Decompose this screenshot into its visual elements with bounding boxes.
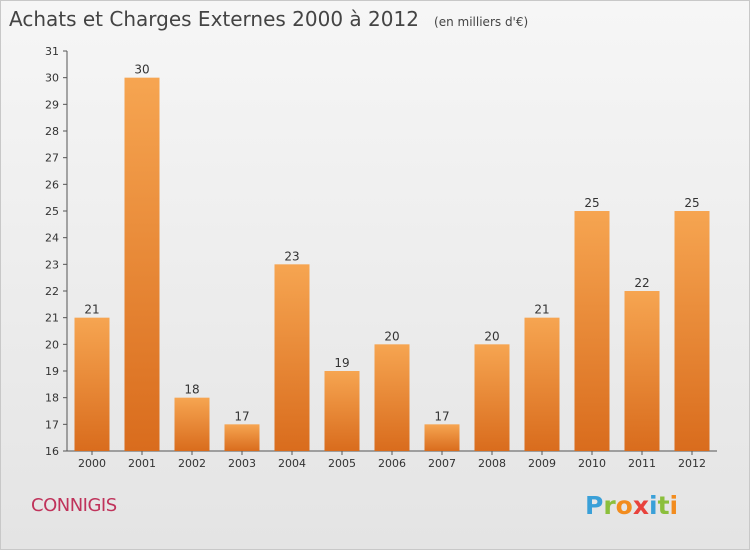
x-tick-label: 2000 bbox=[78, 457, 106, 470]
bar bbox=[674, 211, 710, 451]
x-tick-label: 2010 bbox=[578, 457, 606, 470]
y-tick-label: 26 bbox=[45, 178, 59, 191]
y-tick-label: 24 bbox=[45, 232, 59, 245]
proxiti-logo: Proxiti bbox=[585, 491, 678, 520]
bar-value-label: 25 bbox=[584, 196, 599, 210]
x-tick-label: 2007 bbox=[428, 457, 456, 470]
bar-value-label: 19 bbox=[334, 356, 349, 370]
bar bbox=[174, 397, 210, 451]
y-tick-label: 31 bbox=[45, 45, 59, 58]
x-tick-label: 2012 bbox=[678, 457, 706, 470]
logo-letter: r bbox=[603, 491, 616, 520]
bar-value-label: 17 bbox=[434, 409, 449, 423]
bar bbox=[224, 424, 260, 451]
bar-value-label: 22 bbox=[634, 276, 649, 290]
bar-value-label: 23 bbox=[284, 249, 299, 263]
y-tick-label: 19 bbox=[45, 365, 59, 378]
bar bbox=[274, 264, 310, 451]
bar-value-label: 17 bbox=[234, 409, 249, 423]
bar bbox=[624, 291, 660, 451]
y-axis: 16 17 18 19 20 21 22 23 24 25 26 27 28 29 30 31 bbox=[45, 45, 68, 458]
logo-letter: i bbox=[649, 491, 658, 520]
x-tick-label: 2002 bbox=[178, 457, 206, 470]
logo-letter: P bbox=[585, 491, 604, 520]
title-line: Achats et Charges Externes 2000 à 2012 (… bbox=[9, 7, 528, 31]
y-tick-label: 25 bbox=[45, 205, 59, 218]
chart-title: Achats et Charges Externes 2000 à 2012 bbox=[9, 7, 419, 31]
x-tick-label: 2011 bbox=[628, 457, 656, 470]
logo-letter: o bbox=[615, 491, 633, 520]
bar bbox=[74, 317, 110, 451]
logo-letter: x bbox=[632, 491, 649, 520]
bar bbox=[474, 344, 510, 451]
bar-value-label: 21 bbox=[84, 303, 99, 317]
y-tick-label: 20 bbox=[45, 338, 59, 351]
y-tick-label: 23 bbox=[45, 258, 59, 271]
logo-letter: i bbox=[669, 491, 679, 520]
x-tick-label: 2009 bbox=[528, 457, 556, 470]
y-tick-label: 17 bbox=[45, 418, 59, 431]
x-tick-label: 2006 bbox=[378, 457, 406, 470]
bar-value-label: 30 bbox=[134, 63, 149, 77]
x-tick-label: 2008 bbox=[478, 457, 506, 470]
bar-value-label: 18 bbox=[184, 383, 199, 397]
bar-value-label: 20 bbox=[484, 329, 499, 343]
bar bbox=[374, 344, 410, 451]
bar-value-label: 21 bbox=[534, 303, 549, 317]
commune-name: CONNIGIS bbox=[31, 495, 117, 516]
bar bbox=[124, 77, 160, 452]
x-tick-label: 2004 bbox=[278, 457, 306, 470]
y-tick-label: 21 bbox=[45, 312, 59, 325]
bar bbox=[524, 317, 560, 451]
x-tick-label: 2005 bbox=[328, 457, 356, 470]
bar bbox=[424, 424, 460, 451]
x-tick-label: 2001 bbox=[128, 457, 156, 470]
bar bbox=[324, 371, 360, 451]
bars: 21 30 18 17 23 19 20 17 20 21 25 22 25 bbox=[74, 63, 710, 452]
logo-letter: t bbox=[657, 491, 670, 520]
y-tick-label: 16 bbox=[45, 445, 59, 458]
bar-value-label: 25 bbox=[684, 196, 699, 210]
y-tick-label: 27 bbox=[45, 152, 59, 165]
bar bbox=[574, 211, 610, 451]
x-tick-label: 2003 bbox=[228, 457, 256, 470]
y-tick-label: 28 bbox=[45, 125, 59, 138]
y-tick-label: 22 bbox=[45, 285, 59, 298]
y-tick-label: 29 bbox=[45, 98, 59, 111]
y-tick-label: 30 bbox=[45, 72, 59, 85]
x-axis: 2000 2001 2002 2003 2004 2005 2006 2007 2008 2009… bbox=[67, 450, 717, 470]
y-tick-label: 18 bbox=[45, 392, 59, 405]
bar-value-label: 20 bbox=[384, 329, 399, 343]
chart-subtitle: (en milliers d'€) bbox=[434, 15, 529, 29]
